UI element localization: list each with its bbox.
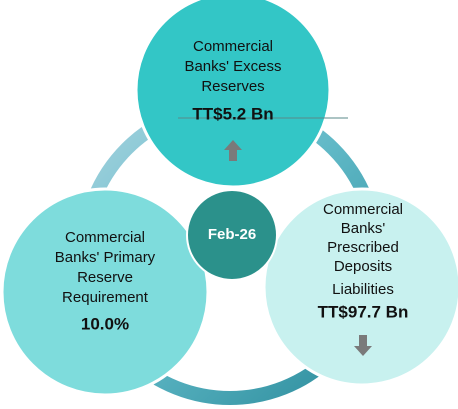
node-label: Requirement bbox=[62, 289, 149, 306]
node-label: Prescribed bbox=[327, 239, 399, 256]
node-label: Reserve bbox=[77, 269, 133, 286]
node-value: TT$5.2 Bn bbox=[192, 104, 273, 123]
node-text: Commercial Banks' Excess Reserves TT$5.2… bbox=[55, 38, 409, 334]
node-label: Deposits bbox=[334, 258, 392, 275]
node-label: Liabilities bbox=[332, 281, 394, 298]
node-label: Banks' bbox=[341, 220, 386, 237]
node-label: Banks' Excess bbox=[184, 58, 281, 75]
up-arrow bbox=[224, 140, 242, 161]
node-value: 10.0% bbox=[81, 314, 129, 333]
node-label: Commercial bbox=[65, 229, 145, 246]
down-arrow bbox=[354, 335, 372, 356]
center-label: Feb-26 bbox=[208, 226, 256, 243]
node-value: TT$97.7 Bn bbox=[318, 302, 409, 321]
node-label: Reserves bbox=[201, 78, 264, 95]
center-circle bbox=[186, 189, 278, 281]
node-circle bbox=[134, 0, 332, 189]
node-label: Banks' Primary bbox=[55, 249, 156, 266]
node-label: Commercial bbox=[323, 201, 403, 218]
node-label: Commercial bbox=[193, 38, 273, 55]
node-circle bbox=[0, 187, 210, 397]
node-circle bbox=[262, 187, 458, 387]
